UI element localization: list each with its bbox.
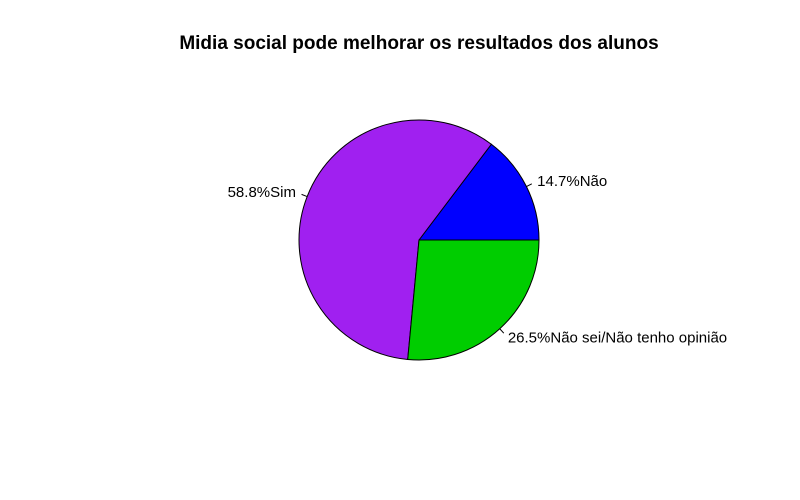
chart-title: Midia social pode melhorar os resultados… <box>179 33 658 54</box>
pie-slices <box>298 119 540 361</box>
pie-label-tick-0 <box>526 183 533 187</box>
pie-label-1: 58.8%Sim <box>228 184 296 201</box>
pie-label-2: 26.5%Não sei/Não tenho opinião <box>508 330 727 347</box>
pie-label-tick-1 <box>301 193 308 197</box>
pie-label-tick-2 <box>499 328 505 334</box>
pie-label-0: 14.7%Não <box>537 173 607 190</box>
pie-slice-0 <box>417 143 540 241</box>
pie-labels: 14.7%Não 58.8%Sim 26.5%Não sei/Não tenho o… <box>228 173 728 346</box>
pie-slice-1 <box>298 119 493 361</box>
pie-slice-2 <box>407 239 540 361</box>
